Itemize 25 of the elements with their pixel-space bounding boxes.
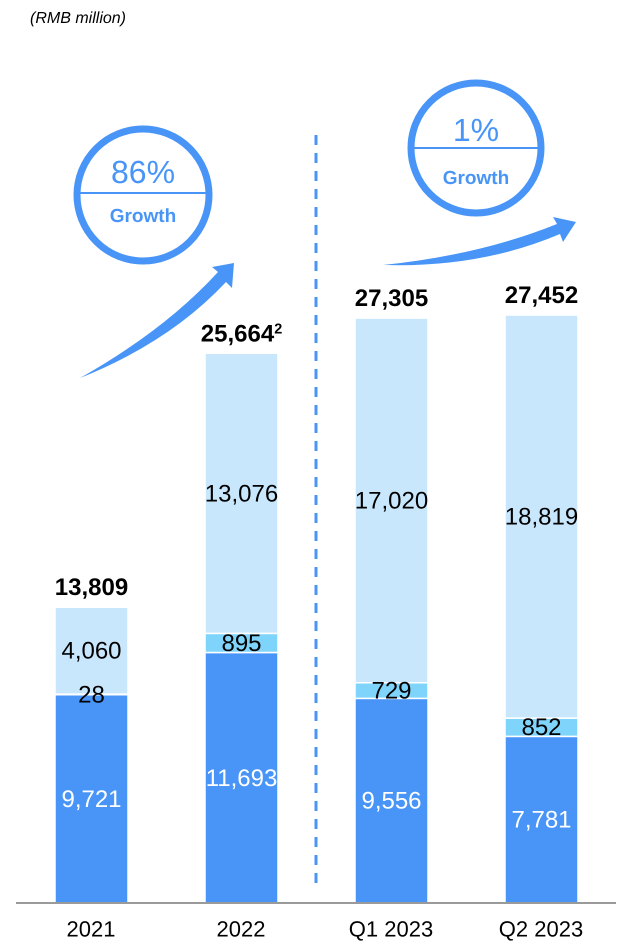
data-label: 4,060 [61, 637, 122, 664]
x-tick-label: 2021 [66, 916, 116, 942]
data-label: 9,556 [361, 787, 422, 814]
total-label: 27,305 [354, 285, 428, 312]
text: Growth [442, 168, 510, 188]
total-label: 13,809 [54, 574, 128, 602]
x-tick-label: Q1 2023 [348, 916, 434, 942]
text: 86% [110, 154, 176, 190]
text: Growth [110, 206, 176, 226]
x-tick-label: Q2 2023 [498, 916, 584, 942]
data-label: 11,693 [206, 764, 278, 792]
data-label: 13,076 [204, 480, 278, 507]
data-label: 729 [371, 677, 412, 704]
total-label: 25,664$^{2}$ [200, 320, 282, 348]
text: (RMB million) [30, 10, 126, 26]
total-label: 27,452 [504, 282, 578, 309]
data-label: 18,819 [504, 503, 578, 530]
data-label: 9,721 [61, 785, 122, 812]
data-label: 7,781 [511, 806, 572, 834]
data-label: 852 [521, 714, 562, 741]
x-tick-label: 2022 [216, 916, 266, 942]
text: 1% [452, 112, 500, 148]
data-label: 28 [78, 680, 105, 708]
data-label: 17,020 [354, 486, 428, 514]
data-label: 895 [221, 629, 262, 656]
